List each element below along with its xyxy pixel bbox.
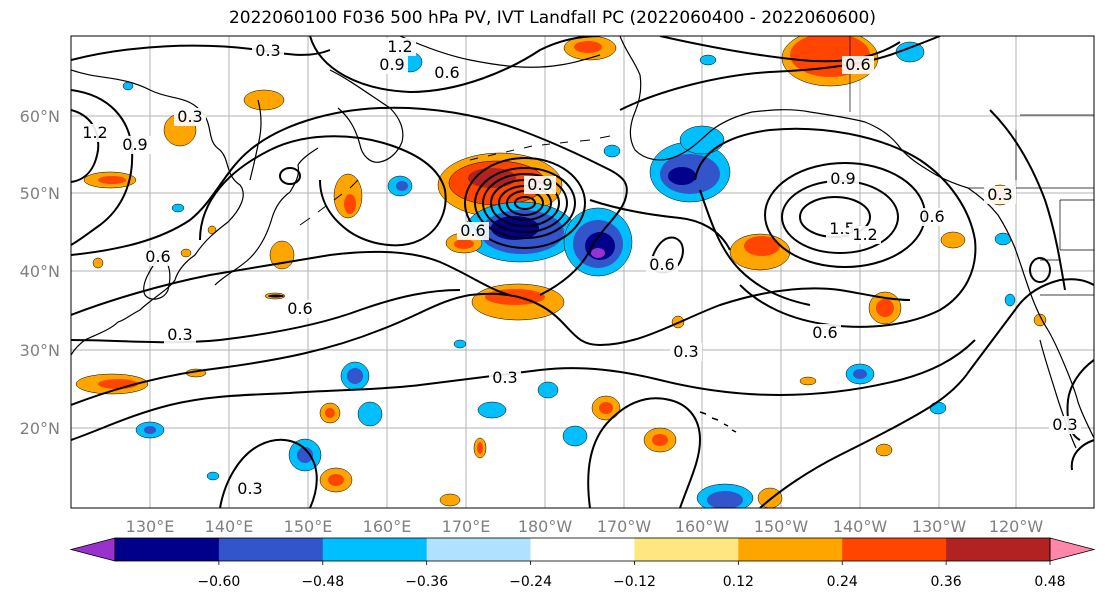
lon-tick-label: 140°W	[833, 517, 888, 536]
lat-tick-label: 40°N	[20, 262, 60, 281]
lon-tick-label: 180°W	[518, 517, 573, 536]
contour-label: 0.3	[177, 107, 202, 126]
colorbar-label: 0.24	[827, 574, 858, 590]
lon-tick-label: 160°W	[675, 517, 730, 536]
contour-label: 0.9	[379, 55, 404, 74]
contour-label-bg	[1049, 416, 1081, 434]
contour-label: 0.6	[287, 299, 312, 318]
colorbar-segment	[946, 538, 1051, 561]
pv-shading	[75, 36, 1047, 508]
longitude-axis: 130°E 140°E 150°E 160°E 170°E 180°W 170°W 160°W…	[126, 517, 1044, 536]
colorbar-label: −0.48	[301, 574, 344, 590]
contour-label: 0.3	[1052, 415, 1077, 434]
contour-label: 0.3	[492, 368, 517, 387]
contour-label: 0.6	[145, 247, 170, 266]
contour-label: 0.9	[527, 175, 552, 194]
contour-label: 0.6	[845, 55, 870, 74]
map-frame	[70, 35, 1095, 509]
contour-label: 1.2	[852, 225, 877, 244]
colorbar-extend-low	[69, 537, 116, 562]
lon-tick-label: 170°W	[597, 517, 652, 536]
contour-label-bg	[284, 300, 316, 318]
lon-tick-label: 150°W	[754, 517, 809, 536]
colorbar-label: 0.36	[931, 574, 962, 590]
contour-label: 0.3	[987, 185, 1012, 204]
lat-tick-label: 60°N	[20, 107, 60, 126]
contour-label-bg	[142, 248, 174, 266]
contour-label: 0.9	[830, 169, 855, 188]
contour-label-bg	[164, 326, 196, 344]
lat-tick-label: 30°N	[20, 341, 60, 360]
colorbar-segment	[218, 538, 324, 561]
contour-label-bg	[376, 56, 408, 74]
colorbar-label: −0.60	[197, 574, 240, 590]
contour-label: 0.6	[919, 207, 944, 226]
contour-label: 0.3	[167, 325, 192, 344]
lon-tick-label: 170°E	[442, 517, 491, 536]
contour-label-bg	[79, 124, 111, 142]
colorbar-extend-high	[1049, 537, 1096, 562]
colorbar-label: 0.12	[723, 574, 754, 590]
lon-tick-label: 130°W	[912, 517, 967, 536]
contour-label: 1.2	[82, 123, 107, 142]
colorbar-segment	[426, 538, 532, 561]
contour-label-bg	[646, 256, 678, 274]
colorbar-segment	[738, 538, 843, 561]
contour-label-bg	[524, 176, 556, 194]
colorbar-segment	[322, 538, 428, 561]
colorbar-segment	[842, 538, 947, 561]
latitude-axis: 60°N 50°N 40°N 30°N 20°N	[20, 107, 60, 438]
contour-label-bg	[849, 226, 881, 244]
contour-label: 0.6	[460, 221, 485, 240]
contour-label: 0.3	[255, 41, 280, 60]
colorbar-label: −0.24	[509, 574, 552, 590]
contour-label-bg	[384, 38, 416, 56]
colorbar-label: −0.12	[613, 574, 656, 590]
lon-tick-label: 150°E	[284, 517, 333, 536]
colorbar-label: −0.36	[405, 574, 448, 590]
chart-title: 2022060100 F036 500 hPa PV, IVT Landfall…	[228, 8, 876, 28]
contour-label: 1.5	[829, 219, 854, 238]
contour-label-bg	[809, 324, 841, 342]
colorbar: −0.60 −0.48 −0.36 −0.24 −0.12 0.12 0.24 0.36 0.4…	[69, 537, 1096, 590]
contour-label: 1.2	[387, 37, 412, 56]
contour-label: 0.3	[673, 342, 698, 361]
colorbar-segment	[115, 538, 220, 561]
contour-label-bg	[234, 480, 266, 498]
lon-tick-label: 130°E	[126, 517, 175, 536]
contour-label-bg	[842, 56, 874, 74]
contour-label: 0.9	[122, 135, 147, 154]
lon-tick-label: 160°E	[363, 517, 412, 536]
colorbar-segment	[634, 538, 739, 561]
contour-label: 0.6	[812, 323, 837, 342]
contour-label-bg	[457, 222, 489, 240]
contour-label: 0.6	[649, 255, 674, 274]
colorbar-frame	[114, 537, 1051, 562]
contour-label-bg	[252, 42, 284, 60]
contour-label-bg	[119, 136, 151, 154]
lon-tick-label: 140°E	[205, 517, 254, 536]
contour-labels: 0.3 1.20.9 0.60.31.20.90.60.60.30.60.9 0.91…	[79, 37, 1081, 498]
colorbar-segment	[530, 538, 635, 561]
contour-label-bg	[827, 170, 859, 188]
lon-tick-label: 120°W	[989, 517, 1044, 536]
contour-label: 0.6	[434, 63, 459, 82]
lat-tick-label: 20°N	[20, 419, 60, 438]
contour-label-bg	[670, 343, 702, 361]
contour-label-bg	[489, 369, 521, 387]
contour-label: 0.3	[237, 479, 262, 498]
contour-label-bg	[916, 208, 948, 226]
contour-label-bg	[431, 64, 463, 82]
contour-label-bg	[174, 108, 206, 126]
contour-label-bg	[984, 186, 1016, 204]
colorbar-label: 0.48	[1034, 574, 1065, 590]
lat-tick-label: 50°N	[20, 184, 60, 203]
